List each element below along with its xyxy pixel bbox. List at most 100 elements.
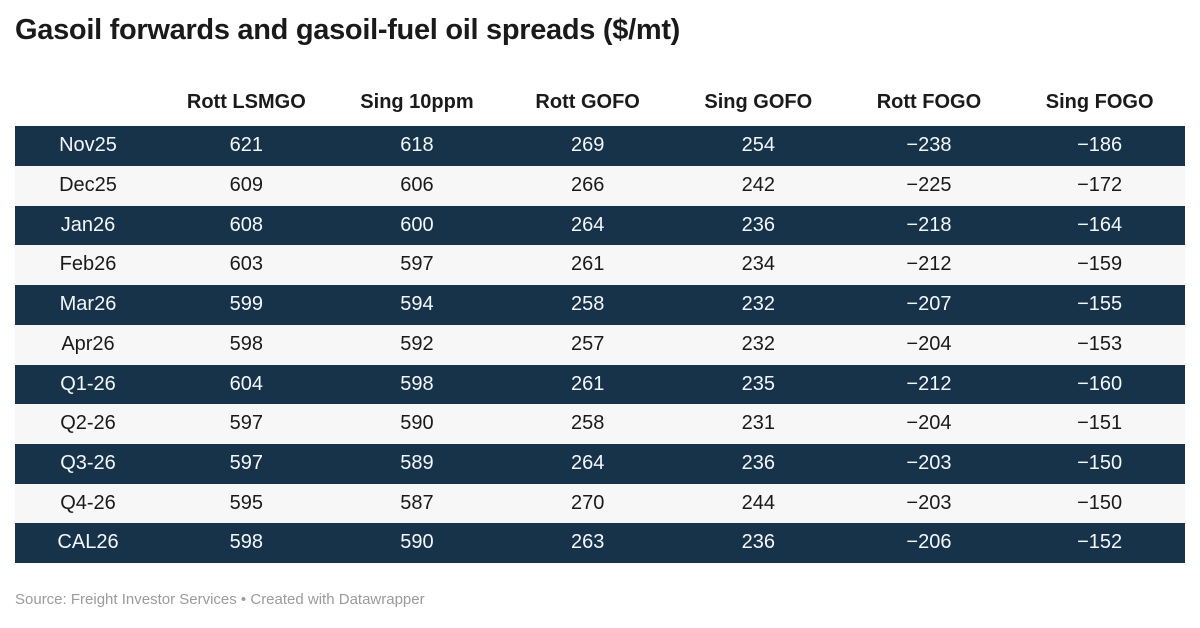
cell-value: −212 (906, 372, 952, 395)
cell-value: −155 (1077, 293, 1123, 316)
cell-value: 264 (570, 213, 605, 236)
cell-value: 621 (229, 134, 264, 157)
cell-value: 236 (741, 213, 775, 236)
cell-value: 232 (741, 332, 775, 355)
cell-value: 263 (570, 531, 605, 554)
table-row: CAL26 598 590 263 236 −206 −152 (15, 523, 1185, 564)
row-label: Feb26 (59, 253, 117, 276)
cell-value: −218 (906, 213, 952, 236)
cell-value: 587 (400, 491, 434, 514)
row-label: Q2-26 (60, 412, 116, 435)
column-header: Rott GOFO (535, 91, 640, 114)
cell-value: 235 (741, 372, 775, 395)
cell-value: 254 (741, 134, 775, 157)
cell-value: 606 (400, 174, 434, 197)
cell-value: 609 (229, 174, 264, 197)
cell-value: 242 (741, 174, 775, 197)
cell-value: −212 (906, 253, 952, 276)
cell-value: 258 (570, 293, 605, 316)
cell-value: 270 (570, 491, 605, 514)
cell-value: 598 (229, 332, 264, 355)
datawrapper-credit-link[interactable]: Created with Datawrapper (250, 591, 425, 609)
cell-value: −152 (1077, 531, 1123, 554)
cell-value: 244 (741, 491, 775, 514)
table-row: Mar26 599 594 258 232 −207 −155 (15, 285, 1185, 325)
cell-value: −159 (1077, 253, 1123, 276)
table-header: Rott LSMGO Sing 10ppm Rott GOFO Sing GOFO Ro… (15, 86, 1185, 126)
cell-value: 257 (570, 332, 605, 355)
cell-value: −150 (1077, 491, 1123, 514)
cell-value: −164 (1077, 213, 1123, 236)
cell-value: 258 (570, 412, 605, 435)
cell-value: −207 (906, 293, 952, 316)
column-header: Rott LSMGO (186, 91, 306, 114)
row-label: Jan26 (60, 213, 116, 236)
cell-value: 589 (400, 451, 434, 474)
cell-value: −153 (1077, 332, 1123, 355)
cell-value: −204 (906, 412, 952, 435)
cell-value: 232 (741, 293, 775, 316)
page-title: Gasoil forwards and gasoil-fuel oil spre… (15, 14, 681, 46)
cell-value: 234 (741, 253, 775, 276)
cell-value: 594 (400, 293, 434, 316)
cell-value: −186 (1077, 134, 1123, 157)
row-label: Q1-26 (60, 372, 116, 395)
row-label: CAL26 (57, 531, 119, 554)
column-header: Sing 10ppm (360, 91, 474, 114)
cell-value: −172 (1077, 174, 1123, 197)
cell-value: 618 (400, 134, 434, 157)
cell-value: 592 (400, 332, 434, 355)
chart-container: Gasoil forwards and gasoil-fuel oil spre… (15, 14, 1185, 608)
table-row: Jan26 608 600 264 236 −218 −164 (15, 205, 1185, 246)
cell-value: 597 (229, 412, 264, 435)
column-header: Rott FOGO (876, 91, 982, 114)
cell-value: 231 (741, 412, 775, 435)
cell-value: −203 (906, 451, 952, 474)
row-label: Q3-26 (60, 451, 116, 474)
cell-value: −150 (1077, 451, 1123, 474)
cell-value: 597 (400, 253, 434, 276)
cell-value: −203 (906, 491, 952, 514)
cell-value: −151 (1077, 412, 1123, 435)
footer-separator: • (236, 591, 251, 609)
row-label: Dec25 (59, 174, 117, 197)
data-table: Rott LSMGO Sing 10ppm Rott GOFO Sing GOFO Ro… (15, 86, 1185, 564)
cell-value: 590 (400, 531, 434, 554)
cell-value: 269 (570, 134, 605, 157)
cell-value: 599 (229, 293, 264, 316)
table-row: Q3-26 597 589 264 236 −203 −150 (15, 443, 1185, 484)
row-label-header (15, 86, 161, 126)
cell-value: 266 (570, 174, 605, 197)
source-text: Source: Freight Investor Services (15, 591, 237, 609)
table-row: Feb26 603 597 261 234 −212 −159 (15, 245, 1185, 286)
row-label: Nov25 (59, 134, 117, 157)
column-header: Sing FOGO (1045, 91, 1154, 114)
row-label: Q4-26 (60, 491, 116, 514)
cell-value: 236 (741, 531, 775, 554)
cell-value: 236 (741, 451, 775, 474)
cell-value: −238 (906, 134, 952, 157)
cell-value: −225 (906, 174, 952, 197)
table-body: Nov25 621 618 269 254 −238 −186 Dec25 609 606 266 2… (15, 126, 1185, 564)
row-label: Mar26 (59, 293, 117, 316)
row-label: Apr26 (61, 332, 115, 355)
cell-value: 608 (229, 213, 264, 236)
cell-value: 600 (400, 213, 434, 236)
cell-value: 598 (229, 531, 264, 554)
cell-value: 261 (570, 253, 605, 276)
cell-value: 598 (400, 372, 434, 395)
table-row: Dec25 609 606 266 242 −225 −172 (15, 166, 1185, 206)
header-row: Rott LSMGO Sing 10ppm Rott GOFO Sing GOFO Ro… (15, 86, 1185, 126)
cell-value: −204 (906, 332, 952, 355)
table-row: Q2-26 597 590 258 231 −204 −151 (15, 404, 1185, 444)
cell-value: 603 (229, 253, 264, 276)
cell-value: 590 (400, 412, 434, 435)
column-header: Sing GOFO (704, 91, 813, 114)
cell-value: 597 (229, 451, 264, 474)
table-row: Apr26 598 592 257 232 −204 −153 (15, 324, 1185, 365)
source-note: Source: Freight Investor Services • Crea… (15, 591, 1185, 608)
table-row: Q1-26 604 598 261 235 −212 −160 (15, 364, 1185, 405)
cell-value: 264 (570, 451, 605, 474)
cell-value: −206 (906, 531, 952, 554)
cell-value: 604 (229, 372, 264, 395)
